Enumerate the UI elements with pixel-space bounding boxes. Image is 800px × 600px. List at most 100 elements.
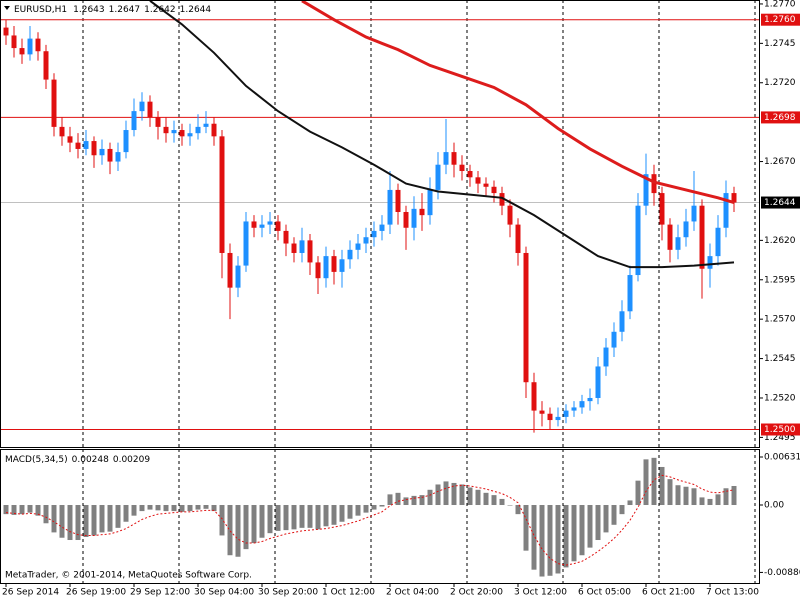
- macd-bar: [611, 505, 617, 525]
- candle-body: [475, 177, 481, 184]
- macd-bar: [699, 497, 705, 506]
- candle-body: [611, 331, 617, 348]
- candle-body: [291, 243, 297, 253]
- candle-body: [315, 262, 321, 279]
- y-tick-label: 1.2495: [764, 433, 796, 443]
- menu-arrow: [4, 6, 10, 10]
- macd-bar: [603, 505, 609, 533]
- macd-bar: [3, 505, 9, 515]
- y-tick-label: 1.2720: [764, 78, 796, 88]
- macd-bar: [531, 505, 537, 570]
- candle-body: [3, 27, 9, 36]
- macd-bar: [299, 505, 305, 528]
- candle-body: [403, 211, 409, 228]
- candle-body: [91, 141, 97, 156]
- macd-bar: [75, 505, 81, 541]
- macd-bar: [659, 466, 665, 506]
- candle-body: [19, 48, 25, 55]
- macd-bar: [331, 505, 337, 525]
- y-tick-label: 1.2770: [764, 0, 796, 9]
- candle-body: [531, 382, 537, 411]
- candle-body: [203, 123, 209, 127]
- main-frame: [0, 0, 760, 448]
- candle-body: [507, 205, 513, 225]
- macd-bar: [11, 505, 17, 515]
- macd-bar: [83, 505, 89, 537]
- candle-body: [275, 221, 281, 231]
- macd-bar: [227, 505, 233, 556]
- macd-bar: [267, 505, 273, 534]
- macd-bar: [363, 505, 369, 513]
- macd-bar: [387, 494, 393, 506]
- macd-bar: [179, 505, 185, 512]
- x-tick-label: 2 Oct 20:00: [450, 588, 503, 598]
- candle-body: [731, 193, 737, 203]
- macd-bar: [259, 505, 265, 538]
- x-tick-label: 26 Sep 19:00: [66, 588, 126, 598]
- candle-body: [379, 224, 385, 231]
- candle-body: [499, 193, 505, 206]
- macd-bar: [203, 505, 209, 509]
- header-close: 1.2644: [180, 5, 212, 15]
- macd-bar: [283, 505, 289, 531]
- macd-bar: [323, 505, 329, 527]
- macd-bar: [731, 485, 737, 506]
- macd-bar: [291, 505, 297, 530]
- macd-bar: [427, 489, 433, 506]
- candle-body: [59, 126, 65, 137]
- macd-bar: [115, 505, 121, 528]
- y-tick-label: 0.00: [764, 501, 784, 511]
- macd-bar: [555, 505, 561, 574]
- macd-bar: [187, 505, 193, 512]
- macd-bar: [123, 505, 129, 522]
- macd-bar: [483, 492, 489, 506]
- macd-bar: [243, 505, 249, 550]
- candle-body: [131, 111, 137, 131]
- level-label-box: [761, 111, 800, 124]
- x-tick-label: 30 Sep 04:00: [194, 588, 254, 598]
- macd-bar: [547, 505, 553, 576]
- macd-bar: [67, 505, 73, 541]
- candle-body: [51, 79, 57, 127]
- y-tick-label: 1.2745: [764, 39, 796, 49]
- x-tick-label: 30 Sep 20:00: [258, 588, 318, 598]
- candle-body: [579, 401, 585, 408]
- candle-body: [35, 38, 41, 52]
- candle-body: [715, 227, 721, 257]
- macd-bar: [339, 505, 345, 522]
- macd-frame: [0, 449, 760, 584]
- candle-body: [643, 174, 649, 206]
- macd-bar: [19, 505, 25, 515]
- candle-body: [667, 224, 673, 250]
- macd-bar: [523, 505, 529, 551]
- macd-bar: [619, 505, 625, 515]
- candle-body: [419, 208, 425, 216]
- y-tick-label: 1.2595: [764, 275, 796, 285]
- candle-body: [195, 126, 201, 134]
- macd-bar: [395, 492, 401, 506]
- candle-body: [675, 237, 681, 250]
- level-label-box: [761, 423, 800, 436]
- candle-body: [171, 130, 177, 134]
- candle-body: [395, 189, 401, 212]
- candle-body: [387, 189, 393, 225]
- candle-body: [227, 252, 233, 288]
- macd-bar: [307, 505, 313, 528]
- candle-body: [563, 410, 569, 417]
- signal-value: 0.00209: [113, 455, 150, 465]
- candle-body: [459, 164, 465, 172]
- x-tick-label: 1 Oct 12:00: [322, 588, 375, 598]
- moving-average: [149, 0, 735, 269]
- symbol-header: EURUSD,H1 1.2643 1.2647 1.2642 1.2644: [14, 5, 211, 15]
- macd-plot: [3, 457, 737, 577]
- macd-bar: [171, 505, 177, 512]
- macd-bar: [379, 505, 385, 507]
- candle-body: [483, 183, 489, 187]
- candle-body: [467, 171, 473, 178]
- macd-bar: [35, 505, 41, 516]
- copyright: MetaTrader, © 2001-2014, MetaQuotes Soft…: [5, 571, 252, 581]
- candle-body: [307, 240, 313, 263]
- macd-value: 0.00248: [72, 455, 109, 465]
- header-low: 1.2642: [144, 5, 176, 15]
